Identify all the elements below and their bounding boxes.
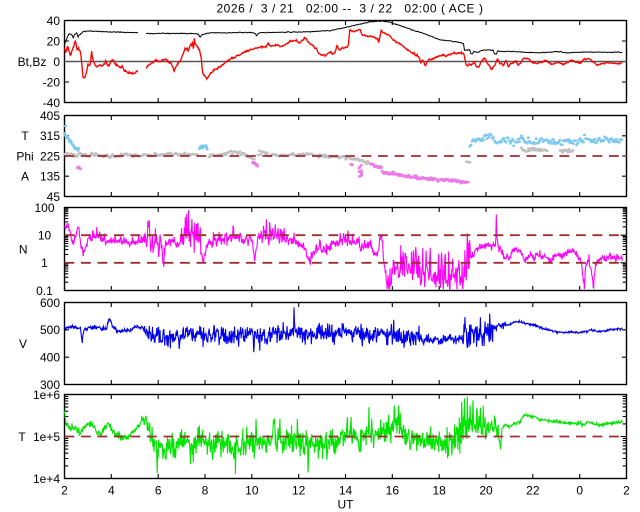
svg-text:10: 10	[245, 483, 259, 497]
svg-text:2: 2	[623, 483, 630, 497]
svg-text:1e+5: 1e+5	[33, 430, 60, 444]
svg-text:600: 600	[40, 296, 60, 310]
svg-text:0: 0	[53, 55, 60, 69]
svg-text:22: 22	[526, 483, 540, 497]
svg-text:8: 8	[202, 483, 209, 497]
svg-text:18: 18	[432, 483, 446, 497]
svg-text:T: T	[21, 129, 29, 143]
svg-text:V: V	[19, 337, 27, 351]
svg-text:-40: -40	[43, 96, 61, 110]
svg-text:100: 100	[34, 201, 54, 215]
svg-text:135: 135	[40, 170, 60, 184]
svg-text:400: 400	[40, 351, 60, 365]
svg-text:6: 6	[155, 483, 162, 497]
svg-text:1e+4: 1e+4	[33, 472, 60, 486]
svg-text:N: N	[19, 242, 28, 256]
svg-text:4: 4	[108, 483, 115, 497]
svg-text:2: 2	[61, 483, 68, 497]
svg-text:0.1: 0.1	[36, 284, 53, 298]
svg-text:315: 315	[40, 129, 60, 143]
svg-text:10: 10	[38, 229, 52, 243]
svg-text:A: A	[21, 170, 29, 184]
svg-text:405: 405	[40, 109, 60, 123]
svg-text:-20: -20	[43, 75, 61, 89]
svg-text:20: 20	[479, 483, 493, 497]
svg-text:1e+6: 1e+6	[33, 388, 60, 402]
svg-text:225: 225	[40, 149, 60, 163]
svg-text:40: 40	[47, 14, 61, 28]
svg-text:Bt,Bz: Bt,Bz	[18, 55, 47, 69]
svg-text:0: 0	[576, 483, 583, 497]
svg-text:300: 300	[40, 378, 60, 392]
svg-text:20: 20	[47, 34, 61, 48]
svg-text:Phi: Phi	[16, 149, 33, 163]
svg-text:14: 14	[339, 483, 353, 497]
svg-text:UT: UT	[338, 498, 355, 512]
svg-text:500: 500	[40, 323, 60, 337]
svg-text:12: 12	[292, 483, 306, 497]
svg-text:1: 1	[41, 256, 48, 270]
svg-text:45: 45	[47, 190, 61, 204]
svg-text:2026 / 3 / 21 02:00 -- 3 /: 2026 / 3 / 21 02:00 -- 3 / 22 02:00 ( AC…	[216, 2, 483, 16]
svg-text:16: 16	[386, 483, 400, 497]
svg-text:T: T	[18, 430, 26, 444]
